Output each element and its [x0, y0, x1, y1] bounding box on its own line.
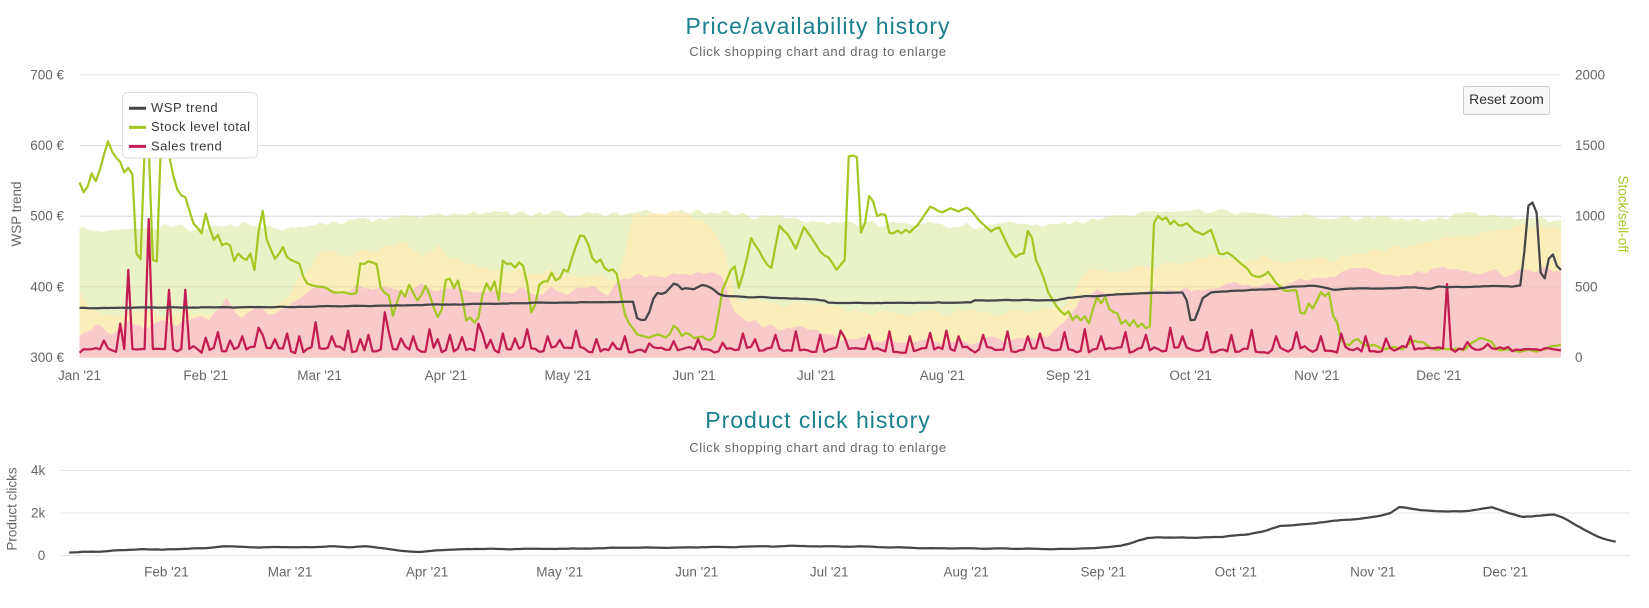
svg-text:Jun '21: Jun '21: [675, 565, 718, 580]
svg-text:500 €: 500 €: [30, 209, 64, 224]
svg-text:May '21: May '21: [536, 565, 583, 580]
svg-text:700 €: 700 €: [30, 67, 64, 82]
svg-text:Jun '21: Jun '21: [673, 368, 716, 383]
svg-text:0: 0: [1575, 350, 1583, 365]
svg-text:Jul '21: Jul '21: [797, 368, 836, 383]
svg-text:Dec '21: Dec '21: [1483, 565, 1528, 580]
svg-text:Oct '21: Oct '21: [1215, 565, 1257, 580]
svg-text:May '21: May '21: [544, 368, 591, 383]
svg-text:Sales trend: Sales trend: [151, 138, 222, 153]
svg-text:Dec '21: Dec '21: [1416, 368, 1461, 383]
svg-text:Click shopping chart and drag: Click shopping chart and drag to enlarge: [689, 440, 946, 455]
svg-text:Nov '21: Nov '21: [1294, 368, 1339, 383]
svg-text:500: 500: [1575, 279, 1598, 294]
svg-text:Nov '21: Nov '21: [1350, 565, 1395, 580]
svg-text:1500: 1500: [1575, 138, 1605, 153]
svg-text:Mar '21: Mar '21: [268, 565, 313, 580]
svg-text:Click shopping chart and drag: Click shopping chart and drag to enlarge: [689, 44, 946, 59]
svg-text:300 €: 300 €: [30, 350, 64, 365]
svg-text:Sep '21: Sep '21: [1046, 368, 1091, 383]
svg-text:Sep '21: Sep '21: [1081, 565, 1126, 580]
svg-text:Jul '21: Jul '21: [810, 565, 849, 580]
svg-text:Apr '21: Apr '21: [425, 368, 467, 383]
svg-text:Aug '21: Aug '21: [944, 565, 989, 580]
svg-text:400 €: 400 €: [30, 279, 64, 294]
svg-text:WSP trend: WSP trend: [9, 181, 24, 246]
svg-text:Stock/sell-off: Stock/sell-off: [1616, 175, 1631, 252]
svg-text:Stock level total: Stock level total: [151, 119, 251, 134]
svg-text:Price/availability history: Price/availability history: [685, 13, 950, 39]
svg-text:600 €: 600 €: [30, 138, 64, 153]
svg-text:Mar '21: Mar '21: [297, 368, 342, 383]
svg-text:Product clicks: Product clicks: [5, 467, 20, 551]
svg-text:Reset zoom: Reset zoom: [1469, 91, 1544, 107]
svg-text:WSP trend: WSP trend: [151, 100, 218, 115]
svg-text:Oct '21: Oct '21: [1169, 368, 1211, 383]
svg-text:2000: 2000: [1575, 67, 1605, 82]
svg-text:Feb '21: Feb '21: [183, 368, 228, 383]
svg-text:Jan '21: Jan '21: [58, 368, 101, 383]
svg-text:1000: 1000: [1575, 209, 1605, 224]
svg-text:Product click history: Product click history: [705, 407, 931, 433]
svg-text:Feb '21: Feb '21: [144, 565, 189, 580]
svg-text:0: 0: [38, 548, 46, 563]
svg-text:Aug '21: Aug '21: [920, 368, 965, 383]
svg-text:2k: 2k: [31, 506, 46, 521]
svg-text:Apr '21: Apr '21: [406, 565, 448, 580]
svg-text:4k: 4k: [31, 463, 46, 478]
